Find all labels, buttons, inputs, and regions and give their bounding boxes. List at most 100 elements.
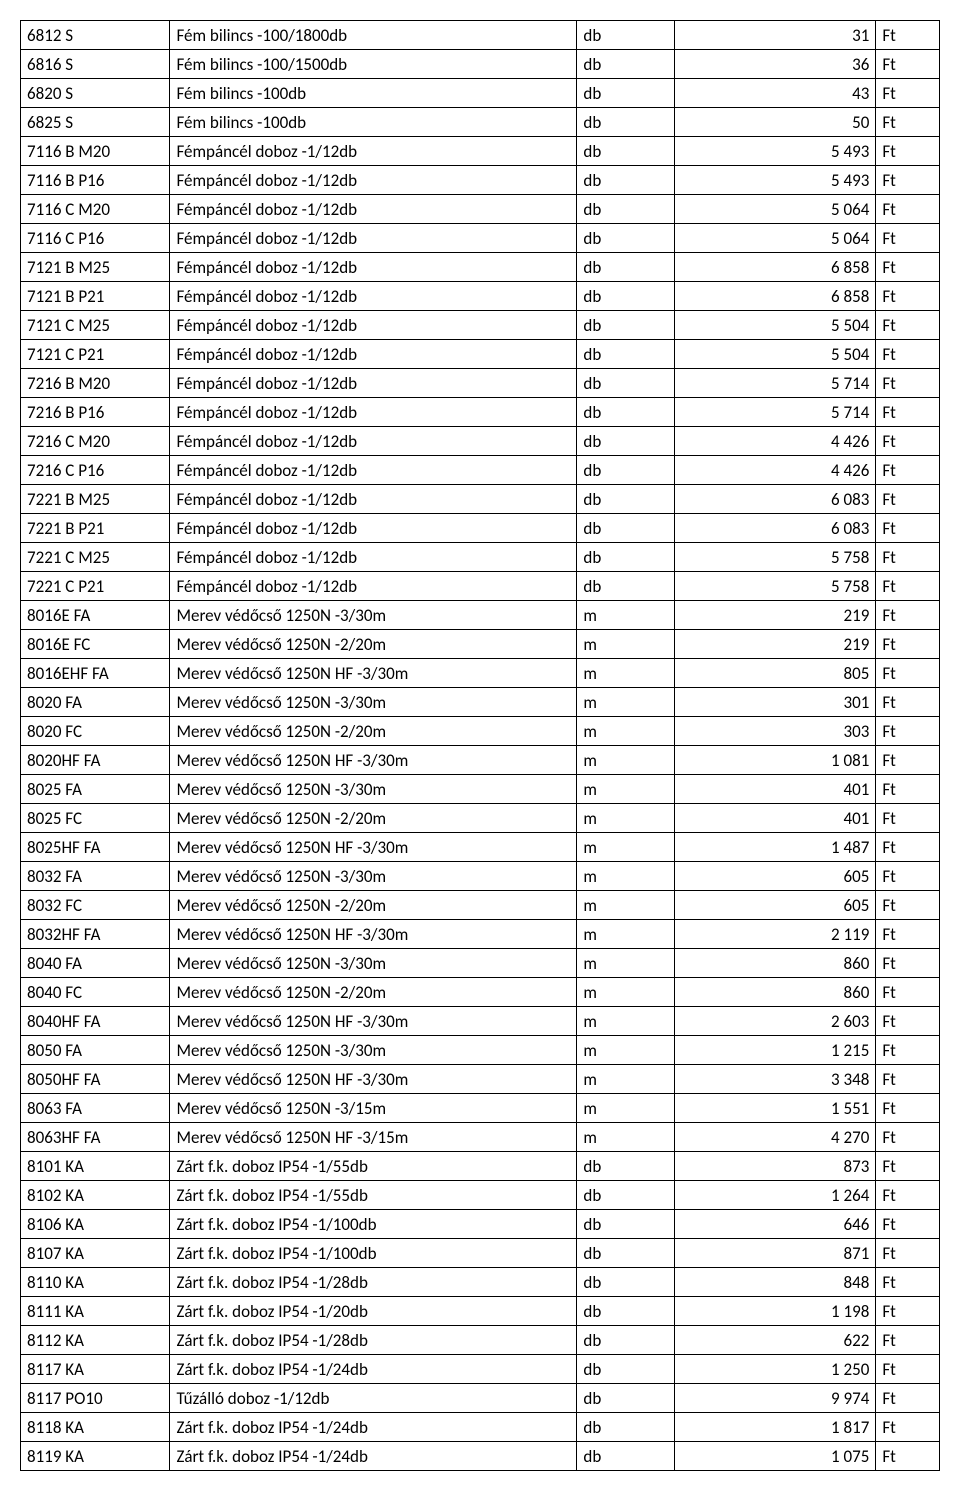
cell-code: 7216 B M20	[21, 369, 170, 398]
table-row: 8107 KAZárt f.k. doboz IP54 -1/100dbdb87…	[21, 1239, 940, 1268]
cell-price: 4 426	[675, 427, 876, 456]
cell-description: Merev védőcső 1250N HF -3/30m	[170, 746, 577, 775]
cell-description: Merev védőcső 1250N -2/20m	[170, 804, 577, 833]
cell-unit: db	[577, 1152, 675, 1181]
cell-description: Fémpáncél doboz -1/12db	[170, 137, 577, 166]
cell-description: Merev védőcső 1250N HF -3/30m	[170, 920, 577, 949]
table-row: 6820 SFém bilincs -100dbdb43Ft	[21, 79, 940, 108]
cell-unit: m	[577, 601, 675, 630]
table-row: 8032 FAMerev védőcső 1250N -3/30mm605Ft	[21, 862, 940, 891]
cell-code: 8032 FC	[21, 891, 170, 920]
cell-unit: db	[577, 137, 675, 166]
cell-price: 5 493	[675, 166, 876, 195]
cell-currency: Ft	[876, 21, 940, 50]
cell-unit: db	[577, 1181, 675, 1210]
cell-price: 1 081	[675, 746, 876, 775]
cell-description: Merev védőcső 1250N -3/30m	[170, 775, 577, 804]
cell-unit: m	[577, 920, 675, 949]
cell-price: 860	[675, 949, 876, 978]
table-row: 6825 SFém bilincs -100dbdb50Ft	[21, 108, 940, 137]
table-row: 7121 C M25Fémpáncél doboz -1/12dbdb5 504…	[21, 311, 940, 340]
cell-unit: db	[577, 224, 675, 253]
cell-unit: db	[577, 340, 675, 369]
cell-unit: db	[577, 1326, 675, 1355]
cell-code: 7221 C M25	[21, 543, 170, 572]
cell-unit: m	[577, 1007, 675, 1036]
table-row: 8111 KAZárt f.k. doboz IP54 -1/20dbdb1 1…	[21, 1297, 940, 1326]
cell-description: Zárt f.k. doboz IP54 -1/100db	[170, 1210, 577, 1239]
cell-code: 6816 S	[21, 50, 170, 79]
cell-description: Fémpáncél doboz -1/12db	[170, 572, 577, 601]
cell-price: 6 858	[675, 282, 876, 311]
cell-description: Fémpáncél doboz -1/12db	[170, 485, 577, 514]
cell-description: Fémpáncél doboz -1/12db	[170, 282, 577, 311]
table-row: 8025 FCMerev védőcső 1250N -2/20mm401Ft	[21, 804, 940, 833]
cell-currency: Ft	[876, 282, 940, 311]
table-row: 8117 PO10Tűzálló doboz -1/12dbdb9 974Ft	[21, 1384, 940, 1413]
cell-code: 7116 B P16	[21, 166, 170, 195]
table-row: 8020 FAMerev védőcső 1250N -3/30mm301Ft	[21, 688, 940, 717]
cell-price: 31	[675, 21, 876, 50]
table-row: 8040 FCMerev védőcső 1250N -2/20mm860Ft	[21, 978, 940, 1007]
cell-currency: Ft	[876, 949, 940, 978]
cell-unit: m	[577, 659, 675, 688]
cell-currency: Ft	[876, 630, 940, 659]
table-row: 8110 KAZárt f.k. doboz IP54 -1/28dbdb848…	[21, 1268, 940, 1297]
cell-price: 646	[675, 1210, 876, 1239]
cell-currency: Ft	[876, 224, 940, 253]
cell-currency: Ft	[876, 50, 940, 79]
table-row: 8106 KAZárt f.k. doboz IP54 -1/100dbdb64…	[21, 1210, 940, 1239]
cell-unit: db	[577, 1297, 675, 1326]
cell-code: 7121 B M25	[21, 253, 170, 282]
table-row: 8101 KAZárt f.k. doboz IP54 -1/55dbdb873…	[21, 1152, 940, 1181]
cell-code: 8020 FC	[21, 717, 170, 746]
cell-currency: Ft	[876, 1036, 940, 1065]
cell-currency: Ft	[876, 833, 940, 862]
table-row: 8020 FCMerev védőcső 1250N -2/20mm303Ft	[21, 717, 940, 746]
table-row: 7221 B M25Fémpáncél doboz -1/12dbdb6 083…	[21, 485, 940, 514]
cell-code: 8101 KA	[21, 1152, 170, 1181]
cell-unit: db	[577, 50, 675, 79]
cell-description: Merev védőcső 1250N -2/20m	[170, 978, 577, 1007]
cell-unit: db	[577, 1268, 675, 1297]
cell-code: 8118 KA	[21, 1413, 170, 1442]
cell-price: 4 426	[675, 456, 876, 485]
table-row: 8102 KAZárt f.k. doboz IP54 -1/55dbdb1 2…	[21, 1181, 940, 1210]
cell-price: 2 119	[675, 920, 876, 949]
cell-currency: Ft	[876, 427, 940, 456]
cell-description: Fém bilincs -100db	[170, 108, 577, 137]
cell-description: Merev védőcső 1250N -2/20m	[170, 630, 577, 659]
cell-price: 6 083	[675, 514, 876, 543]
cell-code: 8063 FA	[21, 1094, 170, 1123]
cell-code: 8117 KA	[21, 1355, 170, 1384]
cell-currency: Ft	[876, 1268, 940, 1297]
table-row: 8032 FCMerev védőcső 1250N -2/20mm605Ft	[21, 891, 940, 920]
cell-price: 871	[675, 1239, 876, 1268]
table-row: 8119 KAZárt f.k. doboz IP54 -1/24dbdb1 0…	[21, 1442, 940, 1471]
cell-currency: Ft	[876, 485, 940, 514]
cell-code: 8107 KA	[21, 1239, 170, 1268]
cell-description: Fémpáncél doboz -1/12db	[170, 340, 577, 369]
table-row: 8050HF FAMerev védőcső 1250N HF -3/30mm3…	[21, 1065, 940, 1094]
table-row: 7116 C P16Fémpáncél doboz -1/12dbdb5 064…	[21, 224, 940, 253]
cell-price: 5 714	[675, 398, 876, 427]
cell-price: 605	[675, 891, 876, 920]
cell-currency: Ft	[876, 108, 940, 137]
cell-price: 1 487	[675, 833, 876, 862]
table-row: 8050 FAMerev védőcső 1250N -3/30mm1 215F…	[21, 1036, 940, 1065]
cell-description: Zárt f.k. doboz IP54 -1/55db	[170, 1152, 577, 1181]
cell-price: 5 493	[675, 137, 876, 166]
cell-description: Fémpáncél doboz -1/12db	[170, 166, 577, 195]
cell-description: Merev védőcső 1250N -3/30m	[170, 688, 577, 717]
cell-code: 8032HF FA	[21, 920, 170, 949]
cell-code: 8050HF FA	[21, 1065, 170, 1094]
cell-currency: Ft	[876, 1152, 940, 1181]
cell-currency: Ft	[876, 1181, 940, 1210]
cell-description: Zárt f.k. doboz IP54 -1/28db	[170, 1326, 577, 1355]
cell-currency: Ft	[876, 166, 940, 195]
cell-price: 4 270	[675, 1123, 876, 1152]
cell-price: 5 758	[675, 543, 876, 572]
cell-description: Merev védőcső 1250N -3/30m	[170, 1036, 577, 1065]
cell-currency: Ft	[876, 572, 940, 601]
cell-unit: db	[577, 485, 675, 514]
